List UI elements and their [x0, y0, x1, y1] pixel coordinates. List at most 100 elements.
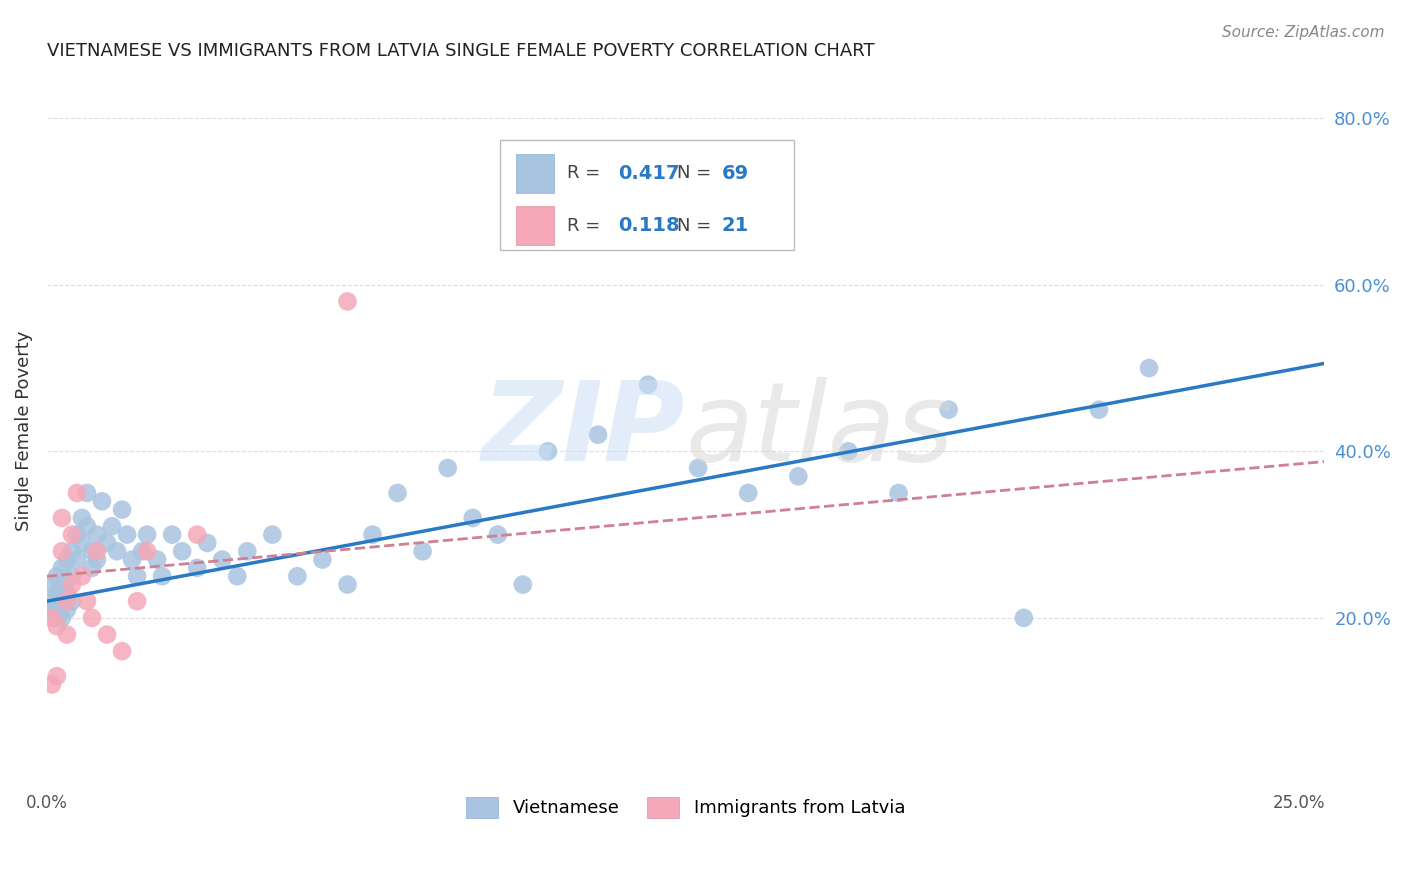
Point — [66, 486, 89, 500]
Point — [336, 294, 359, 309]
Point — [86, 527, 108, 541]
Text: 0.417: 0.417 — [619, 164, 679, 183]
Point — [60, 544, 83, 558]
Point — [737, 486, 759, 500]
Point — [101, 519, 124, 533]
Point — [186, 561, 208, 575]
Point — [461, 511, 484, 525]
Bar — [516, 153, 554, 193]
Point — [76, 519, 98, 533]
Point — [115, 527, 138, 541]
Point — [172, 544, 194, 558]
Point — [186, 527, 208, 541]
Point — [336, 577, 359, 591]
Point — [45, 619, 67, 633]
Text: 0.118: 0.118 — [619, 217, 679, 235]
Point — [70, 511, 93, 525]
Point — [51, 611, 73, 625]
Point — [586, 427, 609, 442]
Point — [105, 544, 128, 558]
Point — [512, 577, 534, 591]
Point — [76, 486, 98, 500]
Point — [45, 669, 67, 683]
Point — [41, 577, 63, 591]
Text: Source: ZipAtlas.com: Source: ZipAtlas.com — [1222, 25, 1385, 40]
Point — [125, 594, 148, 608]
Point — [287, 569, 309, 583]
Point — [96, 536, 118, 550]
Point — [150, 569, 173, 583]
Point — [938, 402, 960, 417]
Point — [837, 444, 859, 458]
Point — [1012, 611, 1035, 625]
Point — [136, 544, 159, 558]
Text: 21: 21 — [721, 217, 748, 235]
Point — [60, 569, 83, 583]
Text: N =: N = — [676, 217, 717, 235]
Point — [51, 511, 73, 525]
Text: R =: R = — [567, 217, 606, 235]
Bar — [516, 206, 554, 245]
Point — [45, 602, 67, 616]
Y-axis label: Single Female Poverty: Single Female Poverty — [15, 330, 32, 531]
Point — [86, 544, 108, 558]
Legend: Vietnamese, Immigrants from Latvia: Vietnamese, Immigrants from Latvia — [458, 789, 912, 825]
Point — [41, 594, 63, 608]
Point — [91, 494, 114, 508]
Point — [56, 552, 79, 566]
Point — [45, 569, 67, 583]
Point — [45, 611, 67, 625]
Point — [787, 469, 810, 483]
Point — [637, 377, 659, 392]
Text: R =: R = — [567, 164, 606, 182]
Point — [887, 486, 910, 500]
Text: ZIP: ZIP — [482, 377, 686, 484]
Point — [66, 552, 89, 566]
Point — [56, 586, 79, 600]
Point — [1137, 361, 1160, 376]
Point — [80, 544, 103, 558]
Point — [60, 527, 83, 541]
Point — [236, 544, 259, 558]
Point — [121, 552, 143, 566]
Point — [56, 627, 79, 641]
Point — [45, 586, 67, 600]
Point — [41, 602, 63, 616]
Text: 69: 69 — [721, 164, 748, 183]
Point — [60, 577, 83, 591]
Point — [160, 527, 183, 541]
Point — [51, 544, 73, 558]
Point — [111, 502, 134, 516]
Point — [195, 536, 218, 550]
Point — [125, 569, 148, 583]
Point — [211, 552, 233, 566]
Point — [262, 527, 284, 541]
Text: N =: N = — [676, 164, 717, 182]
Point — [86, 552, 108, 566]
Text: atlas: atlas — [686, 377, 955, 484]
Point — [51, 577, 73, 591]
Point — [1088, 402, 1111, 417]
Point — [311, 552, 333, 566]
Point — [80, 561, 103, 575]
FancyBboxPatch shape — [501, 140, 794, 250]
Point — [146, 552, 169, 566]
Point — [486, 527, 509, 541]
Point — [136, 527, 159, 541]
Point — [51, 561, 73, 575]
Point — [131, 544, 153, 558]
Point — [688, 461, 710, 475]
Point — [96, 627, 118, 641]
Point — [387, 486, 409, 500]
Point — [60, 594, 83, 608]
Text: VIETNAMESE VS IMMIGRANTS FROM LATVIA SINGLE FEMALE POVERTY CORRELATION CHART: VIETNAMESE VS IMMIGRANTS FROM LATVIA SIN… — [46, 42, 875, 60]
Point — [226, 569, 249, 583]
Point — [51, 594, 73, 608]
Point — [66, 527, 89, 541]
Point — [436, 461, 458, 475]
Point — [537, 444, 560, 458]
Point — [41, 611, 63, 625]
Point — [41, 677, 63, 691]
Point — [412, 544, 434, 558]
Point — [361, 527, 384, 541]
